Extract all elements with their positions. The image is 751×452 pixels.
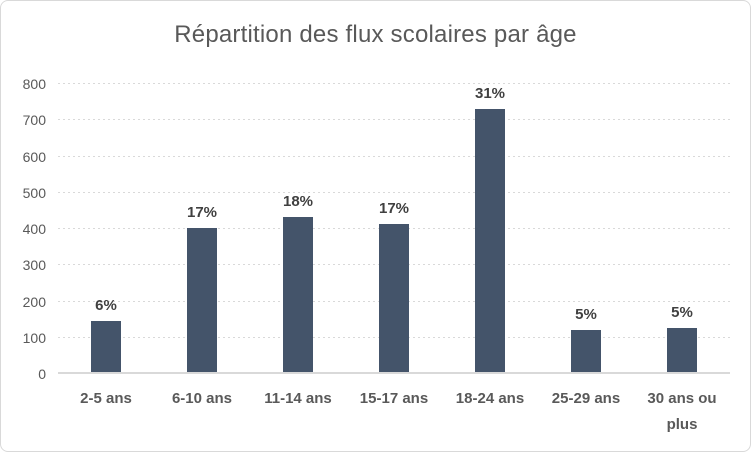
x-tick-label: 11-14 ans (264, 390, 332, 407)
bar-slot: 17% (154, 84, 250, 374)
y-axis: 0 100 200 300 400 500 600 700 800 (1, 76, 46, 382)
gridline (58, 83, 730, 84)
bar-value-label: 6% (95, 297, 117, 315)
bar (667, 327, 697, 374)
y-tick-label: 800 (22, 76, 46, 92)
y-tick-label: 0 (38, 366, 46, 382)
bar-slot: 18% (250, 84, 346, 374)
y-tick-label: 700 (22, 112, 46, 129)
x-tick-label: 2-5 ans (80, 390, 132, 407)
y-tick-label: 200 (22, 293, 46, 310)
gridline (58, 191, 730, 193)
x-axis-line (58, 372, 730, 374)
bar-slot: 6% (58, 84, 154, 374)
bars-layer: 6% 17% 18% 17% 31% 5% 5% (58, 84, 730, 374)
x-tick-label: 18-24 ans (455, 390, 525, 407)
bar-slot: 5% (634, 84, 730, 374)
x-tick-label: 30 ans ou plus (647, 390, 717, 434)
y-tick-label: 100 (22, 329, 46, 346)
x-axis: 2-5 ans 6-10 ans 11-14 ans 15-17 ans 18-24 a… (58, 386, 730, 439)
y-tick-label: 600 (22, 148, 46, 165)
y-tick-label: 500 (22, 184, 46, 201)
bar-slot: 5% (538, 84, 634, 374)
bar-value-label: 17% (186, 203, 218, 221)
bar (475, 109, 505, 374)
x-tick-label: 6-10 ans (171, 390, 233, 407)
chart-title: Répartition des flux scolaires par âge (174, 21, 577, 48)
y-tick-label: 400 (22, 221, 46, 237)
bar (571, 329, 601, 374)
bar-slot: 31% (442, 84, 538, 374)
bar-slot: 17% (346, 84, 442, 374)
x-tick-label: 15-17 ans (359, 390, 429, 407)
gridline (58, 155, 730, 157)
bar (283, 217, 313, 374)
bar-value-label: 18% (282, 193, 314, 211)
bar-value-label: 31% (474, 85, 506, 103)
bar-value-label: 5% (671, 303, 693, 321)
x-tick-label: 25-29 ans (551, 390, 621, 407)
bar-value-label: 17% (378, 199, 410, 217)
gridline (58, 119, 730, 121)
bar (187, 227, 217, 374)
bar (379, 223, 409, 374)
bar-value-label: 5% (575, 305, 597, 323)
plot-area: 6% 17% 18% 17% 31% 5% 5% (58, 83, 730, 374)
bar (91, 321, 121, 374)
y-tick-label: 300 (22, 257, 46, 274)
